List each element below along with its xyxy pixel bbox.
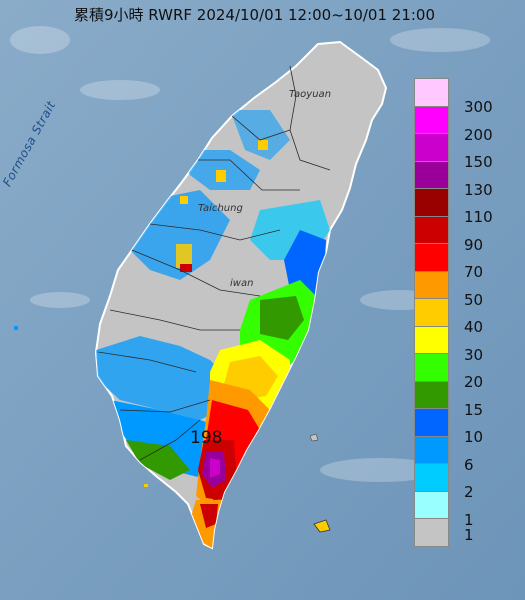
legend-swatch — [414, 463, 449, 492]
legend-swatch — [414, 325, 449, 354]
legend-swatch — [414, 380, 449, 409]
legend-tick-label: 200 — [464, 125, 493, 144]
legend-swatch — [414, 133, 449, 162]
map-title: 累積9小時 RWRF 2024/10/01 12:00~10/01 21:00 — [74, 6, 436, 24]
legend-tick-label: 10 — [464, 428, 484, 446]
legend-tick-label: 50 — [464, 290, 484, 309]
max-rainfall-value: 198 — [190, 428, 223, 448]
legend-swatch — [414, 243, 449, 272]
legend-tick-label-bottom: 1 — [464, 525, 474, 544]
orchid-island — [313, 519, 331, 533]
legend-tick-label: 90 — [464, 235, 484, 254]
legend-swatch — [414, 270, 449, 299]
label-taoyuan: Taoyuan — [289, 89, 332, 100]
legend-swatch — [414, 353, 449, 382]
legend-swatch — [414, 188, 449, 217]
label-taichung: Taichung — [198, 203, 243, 214]
legend-tick-label: 110 — [464, 208, 493, 226]
legend-tick-label: 70 — [464, 263, 484, 281]
legend-tick-label: 1 — [464, 510, 474, 529]
legend-swatch — [414, 490, 449, 519]
legend-tick-label: 6 — [464, 455, 474, 474]
legend-tick-label: 15 — [464, 400, 484, 419]
legend-swatch — [414, 435, 449, 464]
green-island — [309, 433, 319, 442]
label-taiwan: iwan — [230, 278, 254, 289]
legend-swatch — [414, 78, 449, 107]
county-boundaries — [97, 65, 331, 461]
legend-tick-label: 20 — [464, 373, 484, 391]
legend-tick-label: 2 — [464, 483, 474, 501]
legend-tick-label: 150 — [464, 153, 493, 171]
penghu-dot — [14, 326, 18, 330]
legend-tick-label: 300 — [464, 98, 493, 116]
legend-swatch — [414, 298, 449, 327]
legend-tick-label: 40 — [464, 318, 484, 336]
legend-tick-label: 30 — [464, 345, 484, 364]
legend-swatch — [414, 215, 449, 244]
legend-swatch — [414, 160, 449, 189]
legend-swatch — [414, 408, 449, 437]
liuqiu-dot — [144, 484, 148, 487]
rainfall-shading — [96, 110, 330, 548]
legend-tick-label: 130 — [464, 180, 493, 199]
legend-swatch — [414, 105, 449, 134]
legend-swatch — [414, 518, 449, 547]
